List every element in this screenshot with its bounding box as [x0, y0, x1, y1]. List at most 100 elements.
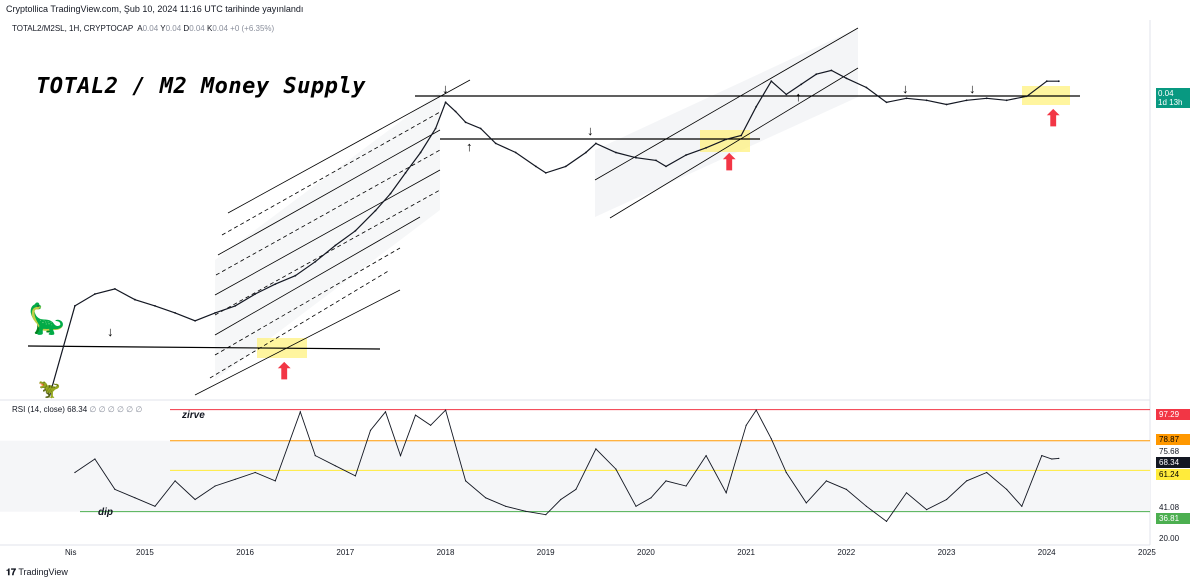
price-point	[334, 244, 337, 247]
rsi-point	[865, 505, 868, 507]
rsi-legend[interactable]: RSI (14, close) 68.34 ∅ ∅ ∅ ∅ ∅ ∅	[12, 405, 142, 414]
price-point	[48, 394, 51, 396]
rsi-point	[560, 498, 562, 501]
channel-line[interactable]	[194, 289, 401, 396]
price-point	[479, 127, 482, 130]
price-point	[845, 77, 848, 80]
time-tick-label: 2018	[436, 548, 455, 557]
rsi-point	[465, 480, 467, 482]
ohlc-low: D0.04	[183, 24, 205, 33]
price-point	[595, 142, 597, 145]
rsi-point	[354, 475, 356, 477]
change-value: +0 (+6.35%)	[230, 24, 275, 33]
price-point	[705, 146, 707, 149]
price-point	[419, 151, 422, 154]
rsi-point	[575, 488, 577, 490]
symbol-name[interactable]: TOTAL2/M2SL, 1H, CRYPTOCAP	[12, 24, 134, 33]
channel-line[interactable]	[215, 149, 441, 276]
time-tick-label: 2025	[1138, 548, 1156, 557]
rsi-point	[505, 505, 507, 507]
rsi-point	[725, 492, 727, 494]
rsi-point	[1051, 458, 1053, 460]
bar-countdown: 1d 13h	[1158, 98, 1183, 107]
rsi-current-tag: 68.34	[1156, 457, 1190, 468]
price-point	[274, 283, 277, 285]
price-point	[740, 134, 743, 137]
rsi-level-tag: 61.24	[1156, 469, 1190, 480]
rsi-point	[986, 471, 988, 474]
rsi-scale-label: 20.00	[1159, 534, 1180, 543]
drawing-tools[interactable]	[27, 27, 1080, 396]
publish-credit: Cryptollica TradingView.com, Şub 10, 202…	[6, 4, 304, 14]
channel-line[interactable]	[214, 216, 421, 336]
last-price-tag[interactable]: 0.04 1d 13h	[1156, 88, 1190, 108]
rsi-value: 68.34	[67, 405, 88, 414]
price-point	[1045, 80, 1048, 83]
brand-name: TradingView	[18, 567, 68, 577]
rsi-point	[805, 502, 807, 504]
price-point	[464, 121, 467, 124]
rsi-point	[545, 514, 547, 516]
price-point	[985, 97, 988, 100]
price-point	[655, 159, 657, 162]
red-up-arrow-icon: ⬆	[720, 150, 739, 175]
price-point	[564, 165, 567, 168]
rsi-point	[485, 497, 487, 499]
rsi-point	[785, 471, 787, 474]
rsi-bottom-label: dip	[98, 507, 113, 518]
channel-line[interactable]	[214, 247, 401, 356]
red-up-arrow-icon: ⬆	[1044, 106, 1063, 131]
time-tick-label: 2017	[336, 548, 355, 557]
rsi-point	[635, 505, 637, 507]
arrow-down-icon: ↓	[969, 81, 976, 96]
rsi-point	[825, 480, 828, 482]
rsi-point	[74, 471, 76, 474]
rsi-indicator-name: RSI (14, close)	[12, 405, 65, 414]
rsi-point	[1006, 488, 1008, 490]
price-point	[1057, 80, 1060, 83]
channel-line[interactable]	[214, 169, 441, 296]
rsi-point	[299, 411, 301, 413]
channel-line[interactable]	[227, 79, 471, 214]
rsi-point	[314, 455, 316, 457]
rsi-point	[154, 505, 156, 507]
time-tick-label: 2024	[1037, 548, 1056, 557]
price-point	[404, 172, 407, 174]
red-up-arrow-icon: ⬆	[275, 359, 294, 384]
rsi-point	[755, 409, 757, 411]
price-point	[885, 101, 888, 104]
price-point	[314, 260, 317, 263]
small-dinosaur-icon: 🦖	[38, 379, 61, 399]
rsi-point	[905, 492, 908, 494]
rsi-background-band	[0, 440, 1150, 512]
price-point	[74, 305, 76, 307]
price-point	[965, 99, 968, 102]
rsi-scale-label: 75.68	[1159, 447, 1180, 456]
price-point	[635, 156, 637, 159]
rsi-point	[254, 471, 256, 474]
channel-fill-left	[215, 92, 440, 380]
ohlc-high: Y0.04	[160, 24, 182, 33]
time-tick-label: 2022	[837, 548, 856, 557]
rsi-point	[430, 424, 432, 426]
price-series	[48, 69, 1060, 396]
rsi-level-tag: 97.29	[1156, 409, 1190, 420]
price-point	[534, 165, 537, 168]
channel-line[interactable]	[609, 67, 859, 219]
price-point	[665, 165, 667, 168]
rsi-point	[194, 498, 196, 501]
price-point	[94, 293, 96, 295]
price-line	[49, 69, 1059, 396]
arrow-up-icon: ↑	[795, 89, 802, 104]
footer-brand[interactable]: 𝟏𝟕 TradingView	[6, 567, 68, 578]
price-point	[234, 305, 237, 307]
channel-line[interactable]	[594, 27, 859, 181]
rsi-point	[650, 497, 652, 499]
horizontal-level[interactable]	[27, 345, 381, 350]
price-point	[770, 80, 773, 83]
time-tick-label: 2019	[536, 548, 555, 557]
channel-line[interactable]	[217, 129, 441, 256]
rsi-scale-label: 41.08	[1159, 503, 1180, 512]
price-point	[945, 103, 948, 106]
